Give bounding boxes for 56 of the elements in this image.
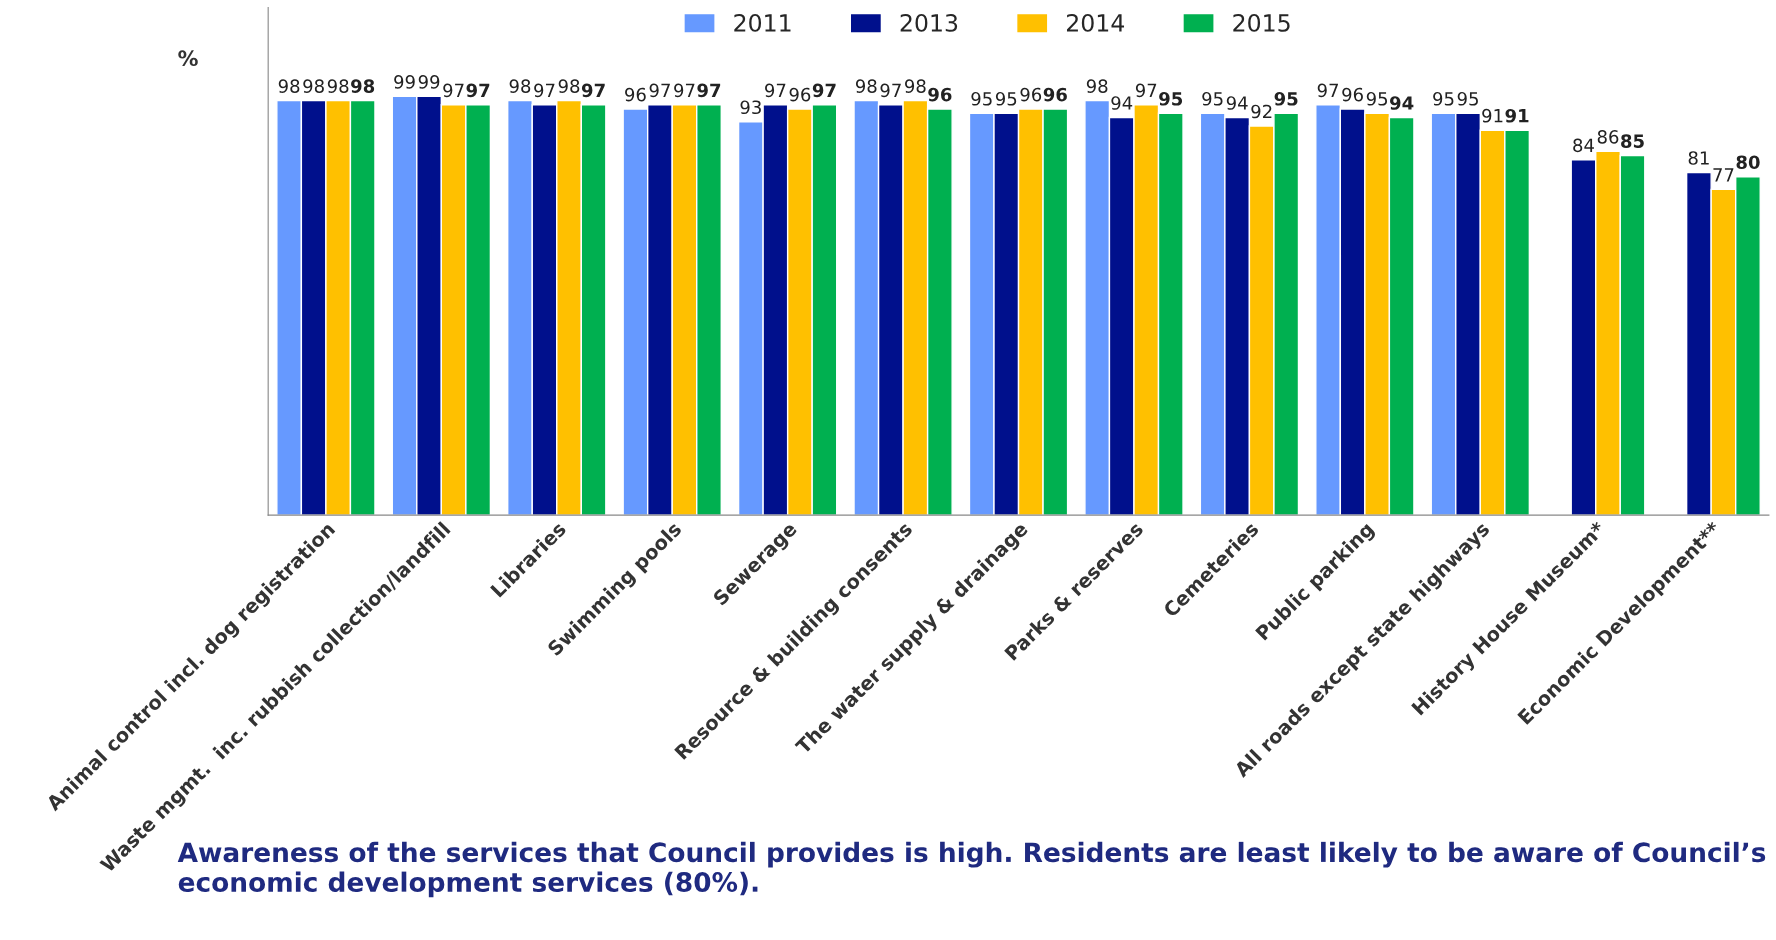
data-label: 98	[558, 79, 580, 93]
data-label: 96	[1043, 87, 1067, 102]
data-label: 97	[880, 83, 901, 98]
data-label: 97	[534, 83, 555, 98]
data-label: 98	[351, 79, 375, 93]
data-label: 93	[740, 100, 761, 115]
legend-label: 2013	[900, 13, 958, 32]
data-label: 97	[765, 83, 786, 98]
data-label: 91	[1505, 108, 1529, 123]
data-label: 84	[1573, 138, 1594, 153]
data-label: 95	[1159, 91, 1183, 106]
data-label: 97	[812, 83, 836, 98]
data-label: 98	[905, 79, 926, 93]
data-label: 80	[1736, 155, 1760, 170]
data-label: 95	[1366, 91, 1388, 106]
data-label: 97	[674, 83, 695, 98]
legend-label: 2014	[1066, 13, 1125, 32]
data-label: 97	[649, 83, 670, 98]
data-label: 97	[697, 83, 721, 98]
data-label: 96	[1342, 87, 1363, 102]
data-label: 99	[418, 75, 440, 89]
legend-label: 2011	[734, 13, 791, 32]
data-label: 96	[1020, 87, 1042, 102]
data-label: 98	[327, 79, 349, 93]
data-label: 86	[1597, 130, 1619, 144]
data-label: 81	[1688, 151, 1709, 165]
data-label: 94	[1111, 96, 1133, 110]
y-axis-title: %	[178, 50, 198, 67]
data-label: 99	[394, 75, 415, 89]
data-label: 98	[855, 79, 877, 93]
data-label: 95	[1457, 91, 1478, 106]
data-label: 94	[1390, 96, 1414, 110]
data-label: 98	[1086, 79, 1108, 93]
data-label: 85	[1621, 134, 1644, 148]
data-label: 98	[509, 79, 531, 93]
data-label: 95	[1202, 91, 1223, 106]
data-label: 97	[1317, 83, 1338, 98]
data-label: 95	[995, 91, 1017, 106]
data-label: 92	[1251, 104, 1272, 119]
data-label: 95	[1433, 91, 1454, 106]
data-label: 96	[928, 87, 952, 102]
data-label: 97	[1135, 83, 1157, 98]
data-label: 95	[971, 91, 992, 106]
data-label: 96	[625, 87, 646, 102]
data-label: 98	[303, 79, 324, 93]
data-label: 97	[581, 83, 605, 98]
data-label: 91	[1482, 108, 1503, 123]
data-label: 98	[278, 79, 300, 93]
data-label: 94	[1226, 96, 1248, 110]
data-label: 96	[789, 87, 811, 102]
data-label: 95	[1274, 91, 1298, 106]
legend-label: 2015	[1233, 13, 1290, 32]
data-label: 97	[466, 83, 490, 98]
data-label: 97	[443, 83, 464, 98]
text: Awareness of the services that Council provides is high. Residents are least likely to be aware of Council’s economic development services (80%).	[177, 841, 1766, 898]
data-label: 77	[1713, 168, 1734, 182]
